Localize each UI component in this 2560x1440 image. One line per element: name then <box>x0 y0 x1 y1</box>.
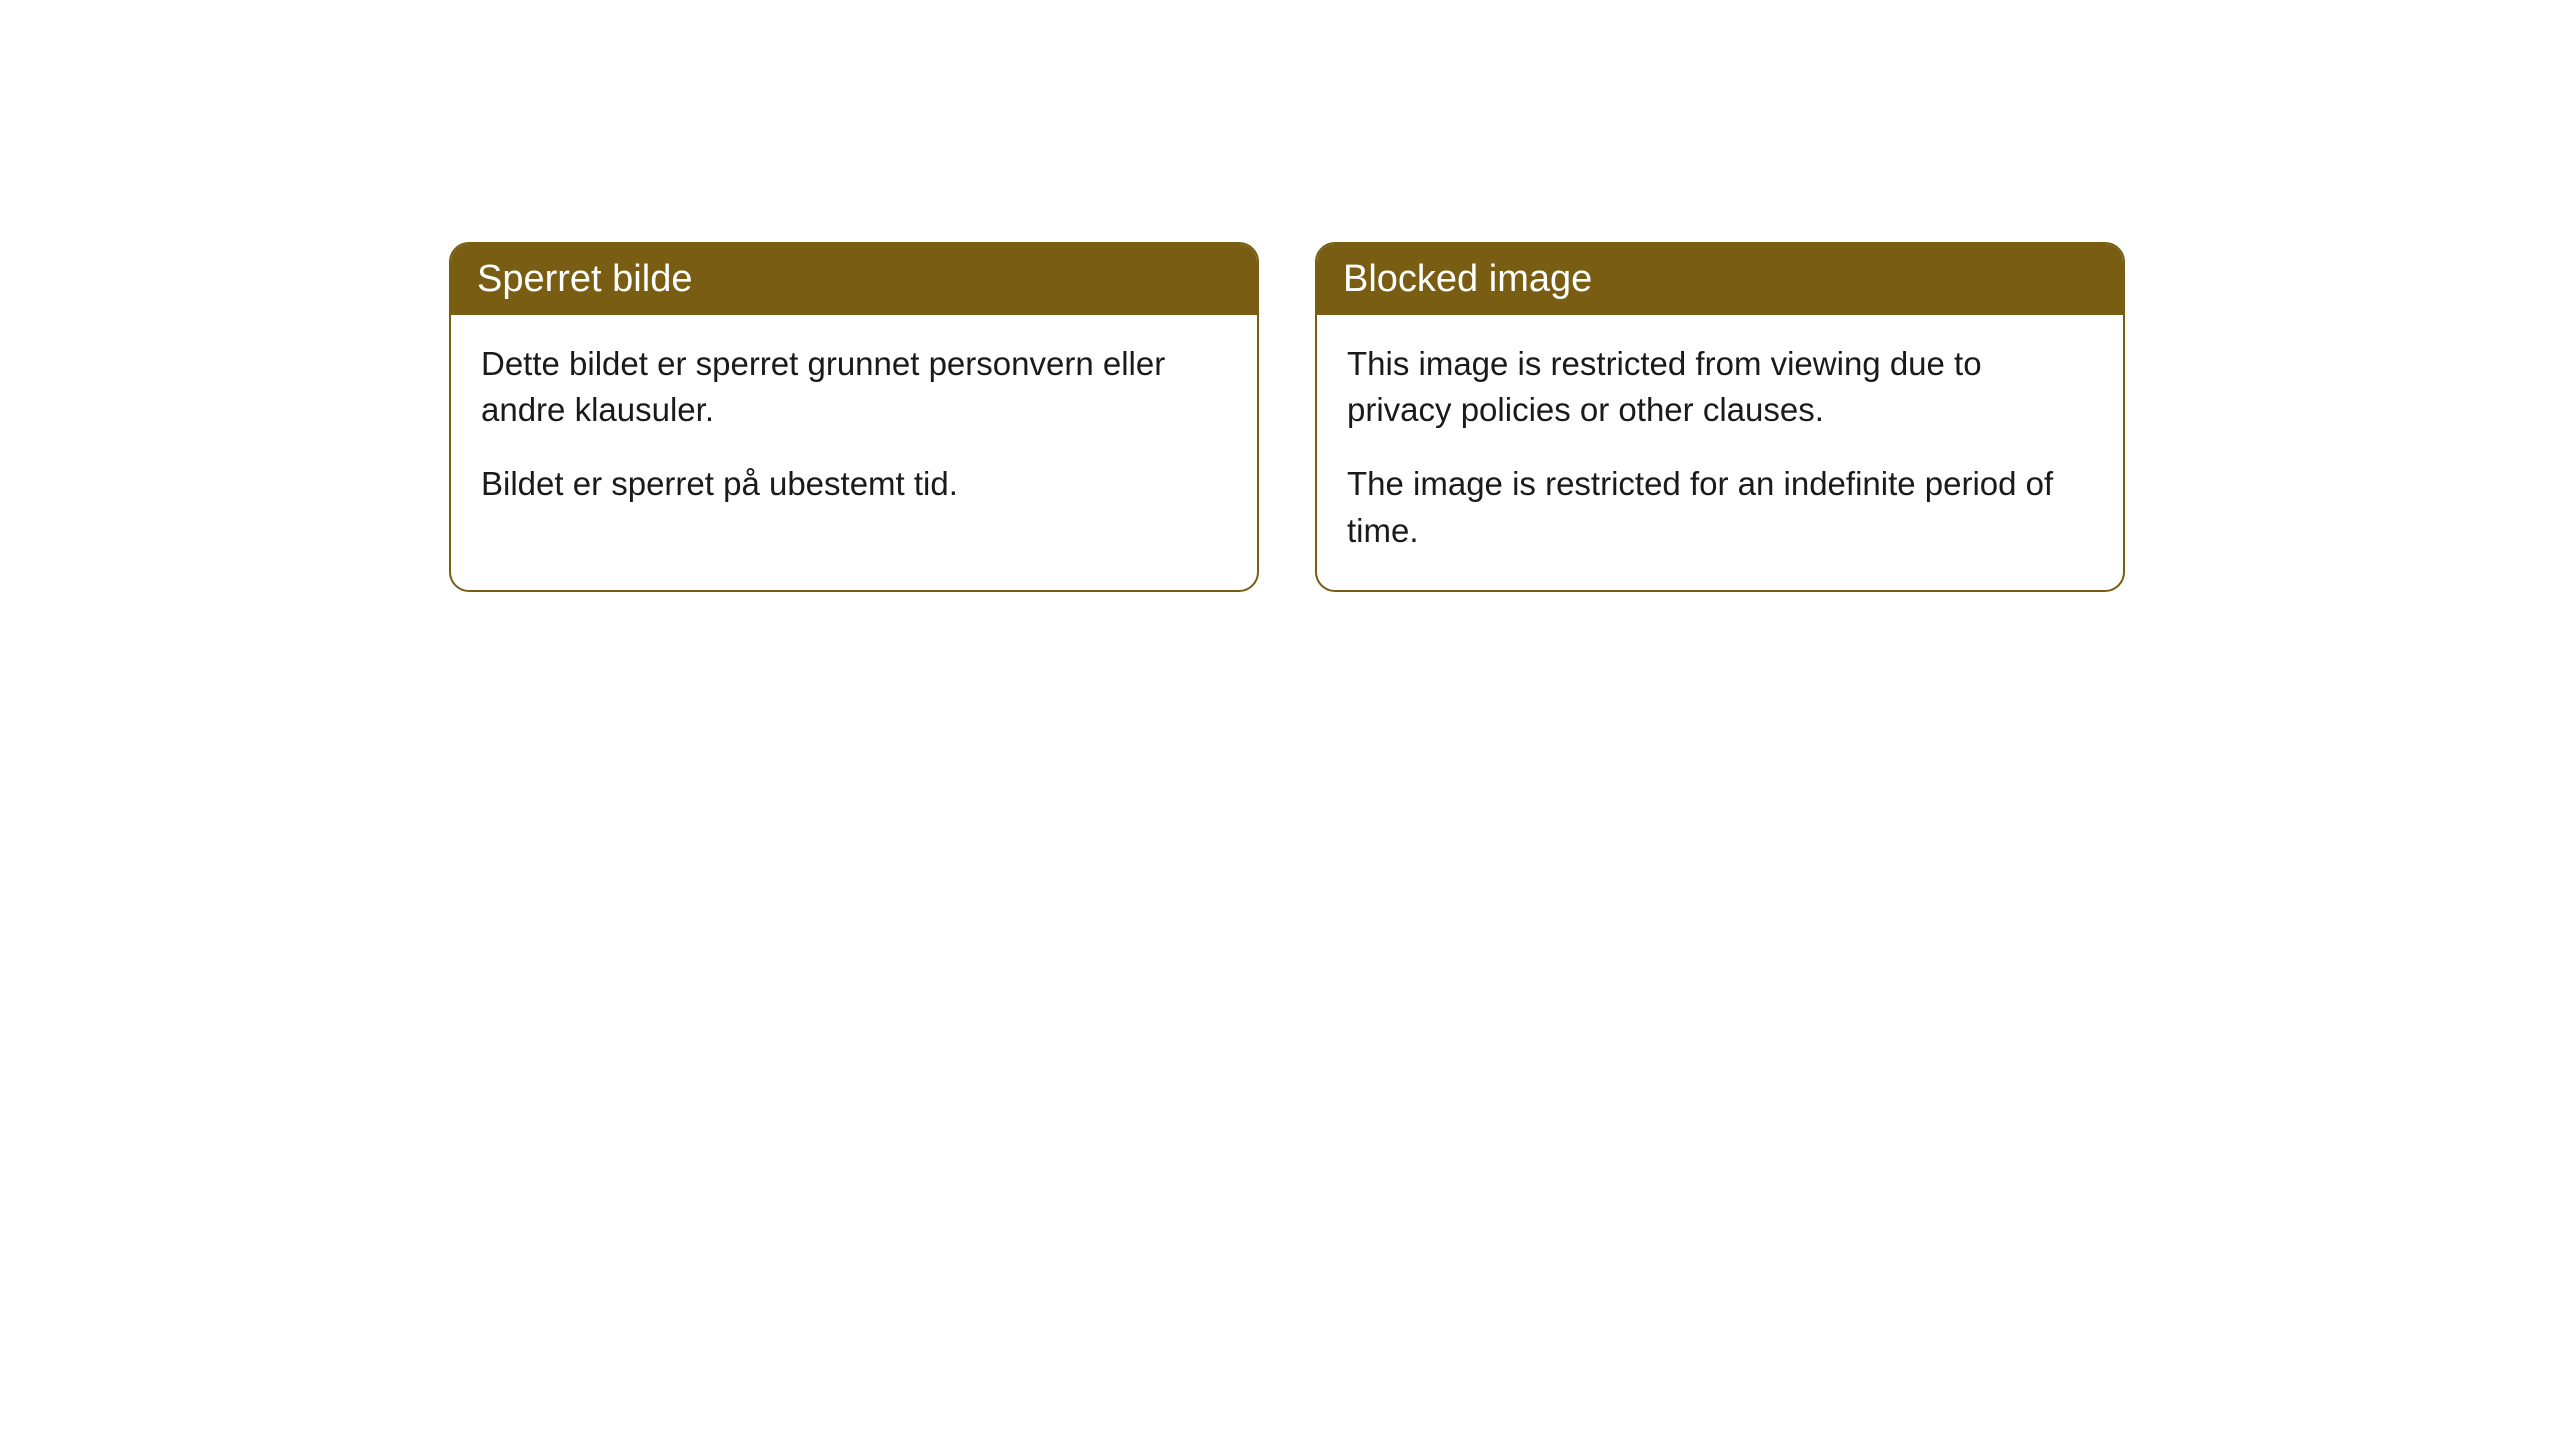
card-title-no: Sperret bilde <box>477 258 692 300</box>
card-paragraph-no-1: Dette bildet er sperret grunnet personve… <box>481 341 1227 433</box>
card-paragraph-en-1: This image is restricted from viewing du… <box>1347 341 2093 433</box>
card-body-en: This image is restricted from viewing du… <box>1317 315 2123 590</box>
card-header-en: Blocked image <box>1317 244 2123 315</box>
card-paragraph-en-2: The image is restricted for an indefinit… <box>1347 461 2093 553</box>
card-paragraph-no-2: Bildet er sperret på ubestemt tid. <box>481 461 1227 507</box>
blocked-image-card-en: Blocked image This image is restricted f… <box>1315 242 2125 592</box>
blocked-image-card-no: Sperret bilde Dette bildet er sperret gr… <box>449 242 1259 592</box>
card-header-no: Sperret bilde <box>451 244 1257 315</box>
card-title-en: Blocked image <box>1343 258 1592 300</box>
cards-container: Sperret bilde Dette bildet er sperret gr… <box>449 242 2125 592</box>
card-body-no: Dette bildet er sperret grunnet personve… <box>451 315 1257 544</box>
